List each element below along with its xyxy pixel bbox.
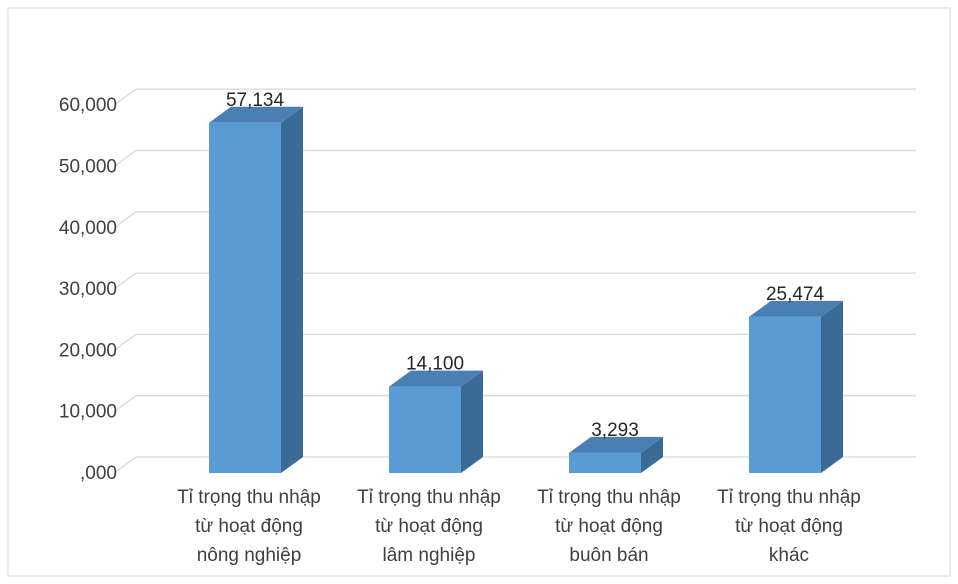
bar-top — [749, 300, 843, 317]
bar — [209, 106, 303, 473]
chart-border — [7, 7, 951, 577]
data-labels: 57,134 14,100 3,293 25,474 — [226, 90, 825, 441]
y-tick-label: ,000 — [80, 463, 117, 484]
gridline-depth — [113, 211, 137, 229]
gridline-depth — [113, 88, 137, 106]
category-label: Tỉ trọng thu nhập — [717, 487, 861, 508]
category-label: từ hoạt động — [195, 516, 303, 537]
category-label: nông nghiệp — [197, 545, 302, 566]
category-label: Tỉ trọng thu nhập — [177, 487, 321, 508]
bar — [569, 436, 663, 473]
data-label: 25,474 — [766, 284, 825, 305]
bar-front — [749, 316, 821, 473]
category-label: từ hoạt động — [735, 516, 843, 537]
y-tick-label: 10,000 — [59, 402, 117, 423]
bar-front — [389, 386, 461, 473]
bar-side — [821, 300, 843, 473]
category-label: từ hoạt động — [555, 516, 663, 537]
bars — [209, 106, 843, 473]
data-label: 57,134 — [226, 90, 285, 111]
gridline-depth — [113, 333, 137, 351]
bar-top — [389, 370, 483, 387]
bar-front — [209, 122, 281, 473]
gridline-depth — [113, 456, 137, 474]
data-label: 14,100 — [406, 354, 464, 375]
bar-front — [569, 452, 641, 473]
category-label: khác — [769, 545, 809, 566]
bar — [389, 370, 483, 473]
gridline-depth — [113, 272, 137, 290]
gridline-depth — [113, 395, 137, 413]
bar — [749, 300, 843, 473]
y-tick-label: 40,000 — [59, 218, 117, 239]
category-label: từ hoạt động — [375, 516, 483, 537]
bar-top — [569, 436, 663, 453]
bar-side — [281, 106, 303, 473]
y-tick-label: 20,000 — [59, 340, 117, 361]
y-tick-label: 30,000 — [59, 279, 117, 300]
bar-top — [209, 106, 303, 123]
bar-side — [641, 436, 663, 473]
y-axis-tick-labels: ,000 10,000 20,000 30,000 40,000 50,000 60,000 — [59, 95, 117, 484]
category-label: Tỉ trọng thu nhập — [537, 487, 681, 508]
category-label: buôn bán — [569, 545, 648, 566]
category-label: lâm nghiệp — [383, 545, 476, 566]
data-label: 3,293 — [591, 420, 639, 441]
y-tick-label: 50,000 — [59, 157, 117, 178]
category-label: Tỉ trọng thu nhập — [357, 487, 501, 508]
x-axis-category-labels: Tỉ trọng thu nhập từ hoạt động nông nghiệp… — [177, 487, 861, 566]
y-tick-label: 60,000 — [59, 95, 117, 116]
bar-side — [461, 370, 483, 473]
gridline-depth — [113, 149, 137, 168]
